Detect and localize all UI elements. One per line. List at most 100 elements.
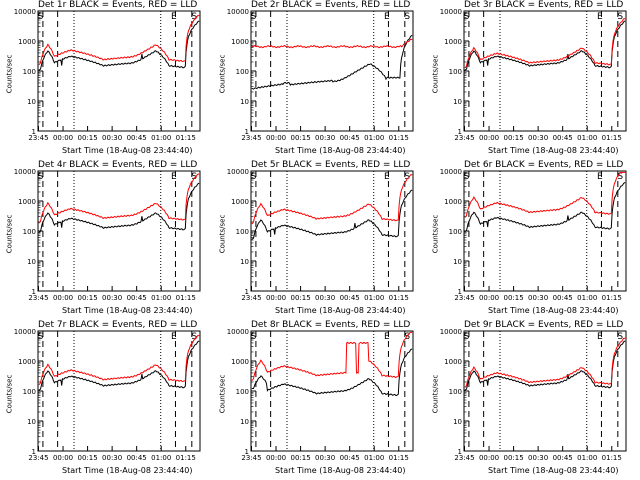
x-tick-label: 01:15 bbox=[176, 294, 196, 302]
y-tick-label: 10000 bbox=[227, 328, 249, 336]
segment-marker: S bbox=[617, 332, 623, 342]
panel-title: Det 5r BLACK = Events, RED = LLD bbox=[251, 160, 411, 170]
panel-title: Det 2r BLACK = Events, RED = LLD bbox=[251, 0, 411, 10]
x-tick-label: 01:15 bbox=[389, 294, 409, 302]
y-tick-label: 1000 bbox=[231, 198, 249, 206]
x-tick-label: 00:45 bbox=[553, 294, 573, 302]
plot-area: 1 10 100 1000 10000 23:45 00:00 00:15 00:30 00:45… bbox=[227, 328, 414, 462]
y-tick-label: 1 bbox=[32, 288, 36, 296]
lld-series-line bbox=[38, 334, 200, 386]
y-tick-label: 100 bbox=[449, 68, 462, 76]
x-tick-label: 00:45 bbox=[127, 294, 147, 302]
x-tick-label: 00:15 bbox=[290, 134, 310, 142]
segment-marker: S bbox=[464, 332, 470, 342]
x-tick-label: 00:45 bbox=[127, 454, 147, 462]
x-tick-label: 00:30 bbox=[102, 294, 122, 302]
x-tick-label: 00:45 bbox=[553, 454, 573, 462]
x-tick-label: 00:30 bbox=[528, 134, 548, 142]
y-tick-label: 10 bbox=[453, 258, 462, 266]
segment-marker: S bbox=[191, 12, 197, 22]
x-tick-label: 23:45 bbox=[454, 454, 474, 462]
events-series-line bbox=[38, 182, 200, 233]
y-tick-label: 10000 bbox=[227, 168, 249, 176]
y-tick-label: 10000 bbox=[227, 8, 249, 16]
x-axis-label: Start Time (18-Aug-08 23:44:40) bbox=[275, 146, 406, 155]
x-tick-label: 01:15 bbox=[602, 134, 622, 142]
x-tick-label: 00:15 bbox=[77, 294, 97, 302]
x-tick-label: 01:15 bbox=[176, 134, 196, 142]
segment-marker: S bbox=[617, 12, 623, 22]
x-axis-label: Start Time (18-Aug-08 23:44:40) bbox=[62, 466, 193, 475]
x-tick-label: 01:15 bbox=[176, 454, 196, 462]
detector-panel-6: Det 6r BLACK = Events, RED = LLD Start Ti… bbox=[426, 160, 627, 315]
y-tick-label: 10000 bbox=[14, 168, 36, 176]
y-tick-label: 1 bbox=[245, 288, 249, 296]
events-series-line bbox=[251, 35, 413, 90]
y-tick-label: 1000 bbox=[444, 358, 462, 366]
y-tick-label: 1 bbox=[32, 448, 36, 456]
y-tick-label: 10 bbox=[27, 98, 36, 106]
x-tick-label: 01:15 bbox=[602, 454, 622, 462]
panel-title: Det 9r BLACK = Events, RED = LLD bbox=[464, 320, 624, 330]
y-tick-label: 100 bbox=[23, 228, 36, 236]
y-tick-label: 1 bbox=[458, 448, 462, 456]
x-tick-label: 23:45 bbox=[28, 454, 48, 462]
x-tick-label: 00:15 bbox=[503, 454, 523, 462]
segment-marker: S bbox=[404, 172, 410, 182]
segment-marker: S bbox=[404, 12, 410, 22]
y-tick-label: 10000 bbox=[440, 328, 462, 336]
x-tick-label: 00:00 bbox=[479, 454, 499, 462]
segment-marker: S bbox=[38, 332, 44, 342]
lld-series-line bbox=[464, 337, 626, 388]
y-tick-label: 100 bbox=[449, 228, 462, 236]
segment-marker: E bbox=[171, 332, 177, 342]
x-tick-label: 00:30 bbox=[315, 134, 335, 142]
events-series-line bbox=[38, 340, 200, 391]
x-tick-label: 00:30 bbox=[102, 134, 122, 142]
x-tick-label: 01:00 bbox=[577, 454, 597, 462]
plot-area: 1 10 100 1000 10000 23:45 00:00 00:15 00:30 00:45… bbox=[440, 328, 627, 462]
segment-marker: E bbox=[597, 332, 603, 342]
x-tick-label: 23:45 bbox=[454, 134, 474, 142]
x-tick-label: 00:00 bbox=[266, 134, 286, 142]
panel-title: Det 3r BLACK = Events, RED = LLD bbox=[464, 0, 624, 10]
x-axis-label: Start Time (18-Aug-08 23:44:40) bbox=[62, 146, 193, 155]
x-tick-label: 00:00 bbox=[53, 294, 73, 302]
y-tick-label: 1 bbox=[245, 128, 249, 136]
detector-panel-5: Det 5r BLACK = Events, RED = LLD Start Ti… bbox=[213, 160, 414, 315]
y-tick-label: 1000 bbox=[444, 38, 462, 46]
x-tick-label: 01:00 bbox=[364, 134, 384, 142]
x-tick-label: 23:45 bbox=[28, 294, 48, 302]
segment-marker: E bbox=[384, 172, 390, 182]
y-tick-label: 10 bbox=[240, 418, 249, 426]
panel-title: Det 4r BLACK = Events, RED = LLD bbox=[38, 160, 198, 170]
y-tick-label: 100 bbox=[23, 388, 36, 396]
y-tick-label: 100 bbox=[236, 388, 249, 396]
segment-marker: E bbox=[597, 172, 603, 182]
y-tick-label: 1 bbox=[245, 448, 249, 456]
panel-title: Det 6r BLACK = Events, RED = LLD bbox=[464, 160, 624, 170]
x-tick-label: 23:45 bbox=[241, 134, 261, 142]
y-tick-label: 100 bbox=[236, 228, 249, 236]
x-tick-label: 01:15 bbox=[389, 454, 409, 462]
segment-marker: E bbox=[171, 172, 177, 182]
events-series-line bbox=[464, 340, 626, 391]
segment-marker: S bbox=[38, 172, 44, 182]
panel-title: Det 7r BLACK = Events, RED = LLD bbox=[38, 320, 198, 330]
x-tick-label: 23:45 bbox=[28, 134, 48, 142]
y-tick-label: 1000 bbox=[18, 198, 36, 206]
x-tick-label: 23:45 bbox=[454, 294, 474, 302]
x-tick-label: 00:15 bbox=[290, 454, 310, 462]
x-tick-label: 00:45 bbox=[340, 134, 360, 142]
x-tick-label: 01:00 bbox=[151, 454, 171, 462]
segment-marker: S bbox=[191, 172, 197, 182]
x-axis-label: Start Time (18-Aug-08 23:44:40) bbox=[275, 466, 406, 475]
x-axis-label: Start Time (18-Aug-08 23:44:40) bbox=[62, 306, 193, 315]
x-tick-label: 01:00 bbox=[577, 134, 597, 142]
segment-marker: S bbox=[617, 172, 623, 182]
x-tick-label: 00:45 bbox=[340, 294, 360, 302]
x-tick-label: 01:00 bbox=[151, 134, 171, 142]
x-tick-label: 00:30 bbox=[528, 294, 548, 302]
lld-series-line bbox=[464, 18, 626, 69]
x-tick-label: 00:30 bbox=[315, 294, 335, 302]
